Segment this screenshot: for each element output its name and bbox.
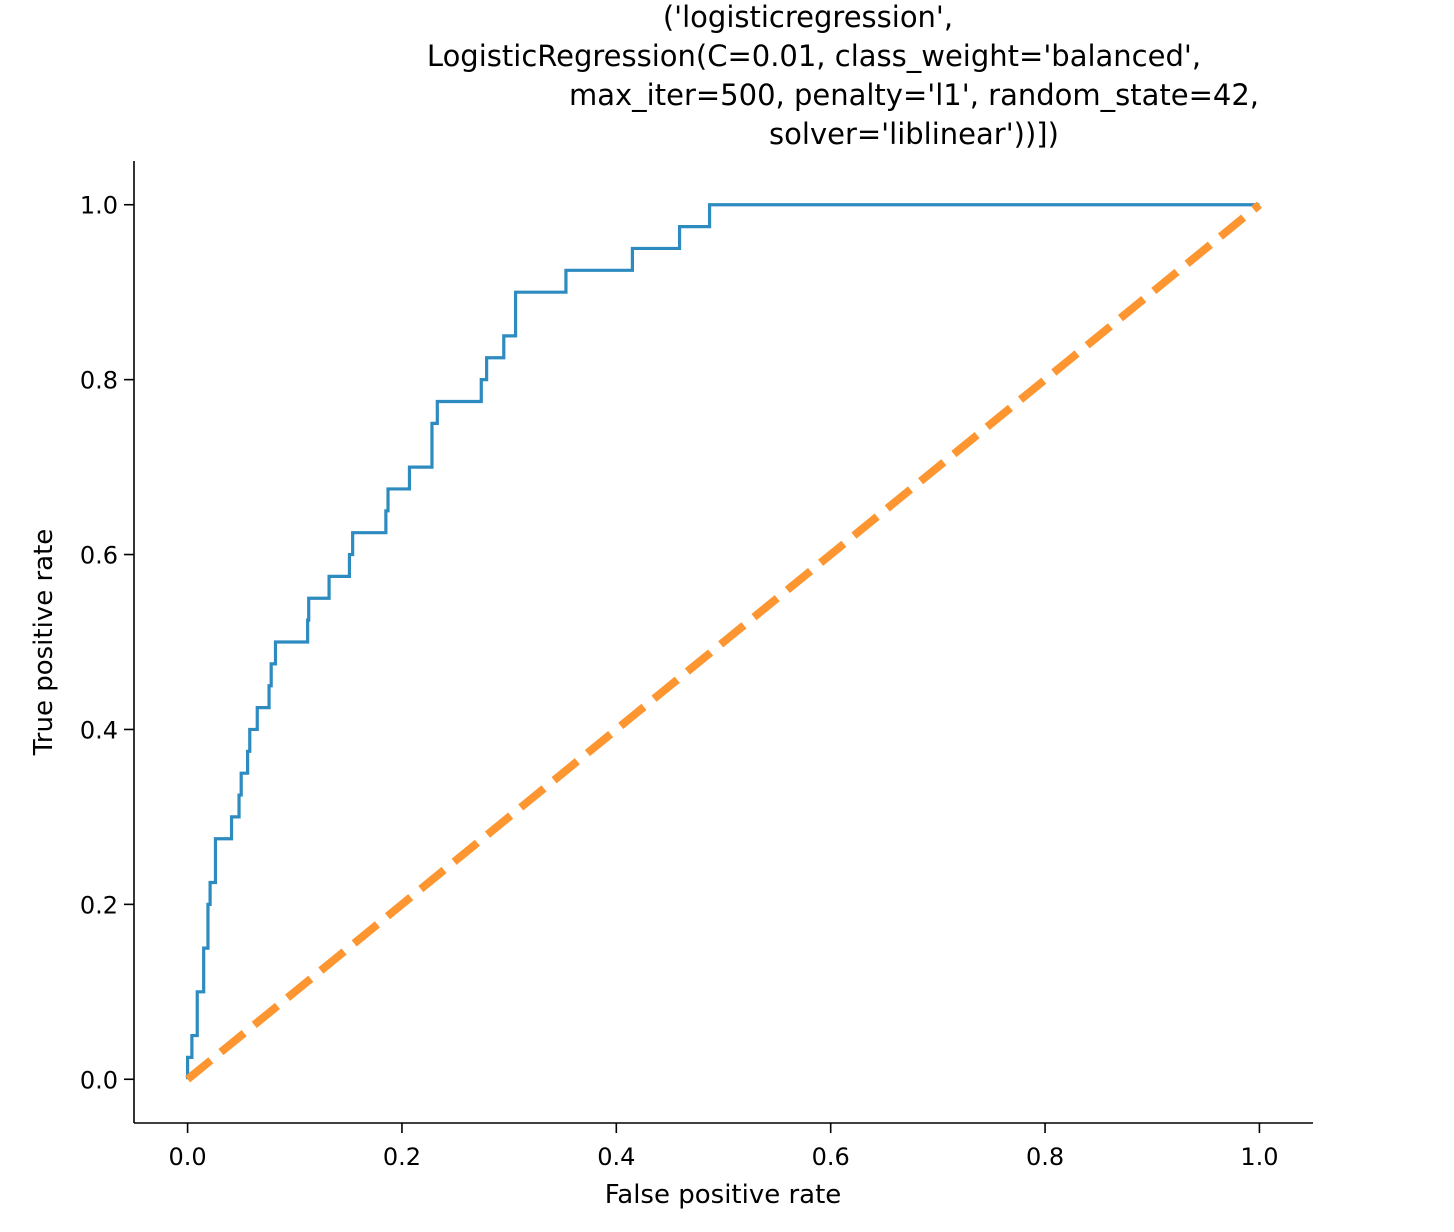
x-tick-label: 0.6: [812, 1143, 850, 1171]
y-axis-label: True positive rate: [29, 529, 59, 757]
title-line-3: max_iter=500, penalty='l1', random_state…: [569, 78, 1259, 112]
x-ticks: 0.0 0.2 0.4 0.6 0.8 1.0: [169, 1123, 1278, 1171]
y-tick-label: 0.6: [80, 542, 118, 570]
title-line-1: ('logisticregression',: [663, 0, 953, 34]
x-tick-label: 1.0: [1240, 1143, 1278, 1171]
y-tick-label: 1.0: [80, 192, 118, 220]
roc-curve-line: [185, 203, 1260, 1080]
x-tick-label: 0.2: [383, 1143, 421, 1171]
x-tick-label: 0.0: [169, 1143, 207, 1171]
x-tick-label: 0.8: [1026, 1143, 1064, 1171]
title-line-4: solver='liblinear'))]): [769, 117, 1059, 151]
x-tick-label: 0.4: [597, 1143, 635, 1171]
chart-title: ('logisticregression', LogisticRegressio…: [427, 0, 1259, 151]
chance-diagonal-line: [185, 201, 1262, 1083]
y-tick-label: 0.2: [80, 891, 118, 919]
y-ticks: 0.0 0.2 0.4 0.6 0.8 1.0: [80, 192, 134, 1094]
x-axis-label: False positive rate: [605, 1180, 842, 1210]
y-tick-label: 0.0: [80, 1066, 118, 1094]
series-layer: [185, 201, 1262, 1083]
axes: [133, 161, 1313, 1124]
y-tick-label: 0.8: [80, 367, 118, 395]
title-line-2: LogisticRegression(C=0.01, class_weight=…: [427, 39, 1201, 73]
y-tick-label: 0.4: [80, 716, 118, 744]
